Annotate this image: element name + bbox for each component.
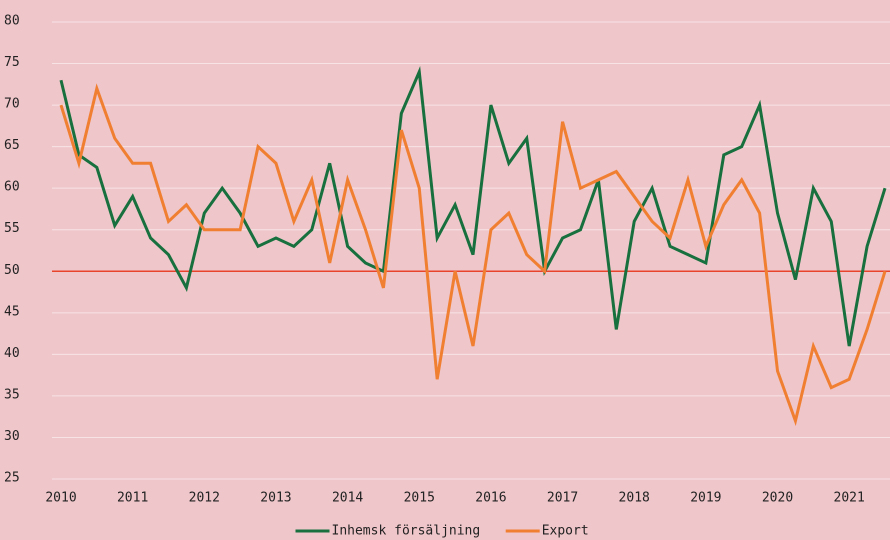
y-tick-label: 30 bbox=[4, 429, 20, 444]
y-tick-label: 65 bbox=[4, 138, 20, 153]
legend-label: Inhemsk försäljning bbox=[332, 524, 481, 539]
x-tick-label: 2014 bbox=[332, 491, 363, 506]
y-tick-label: 50 bbox=[4, 263, 20, 278]
x-tick-label: 2015 bbox=[404, 491, 435, 506]
x-tick-label: 2013 bbox=[260, 491, 291, 506]
x-tick-label: 2019 bbox=[690, 491, 721, 506]
y-tick-label: 75 bbox=[4, 55, 20, 70]
y-tick-label: 80 bbox=[4, 14, 20, 29]
x-tick-label: 2018 bbox=[619, 491, 650, 506]
y-tick-label: 60 bbox=[4, 180, 20, 195]
x-tick-label: 2017 bbox=[547, 491, 578, 506]
legend-label: Export bbox=[542, 524, 589, 539]
x-tick-label: 2021 bbox=[834, 491, 865, 506]
x-tick-label: 2012 bbox=[189, 491, 220, 506]
y-tick-label: 55 bbox=[4, 221, 20, 236]
y-tick-label: 35 bbox=[4, 387, 20, 402]
x-tick-label: 2011 bbox=[117, 491, 148, 506]
series-line bbox=[59, 66, 887, 347]
y-tick-label: 45 bbox=[4, 304, 20, 319]
y-tick-label: 70 bbox=[4, 97, 20, 112]
x-tick-label: 2010 bbox=[45, 491, 76, 506]
x-tick-label: 2016 bbox=[475, 491, 506, 506]
series-line bbox=[59, 83, 887, 427]
x-tick-label: 2020 bbox=[762, 491, 793, 506]
y-tick-label: 25 bbox=[4, 471, 20, 486]
y-tick-label: 40 bbox=[4, 346, 20, 361]
